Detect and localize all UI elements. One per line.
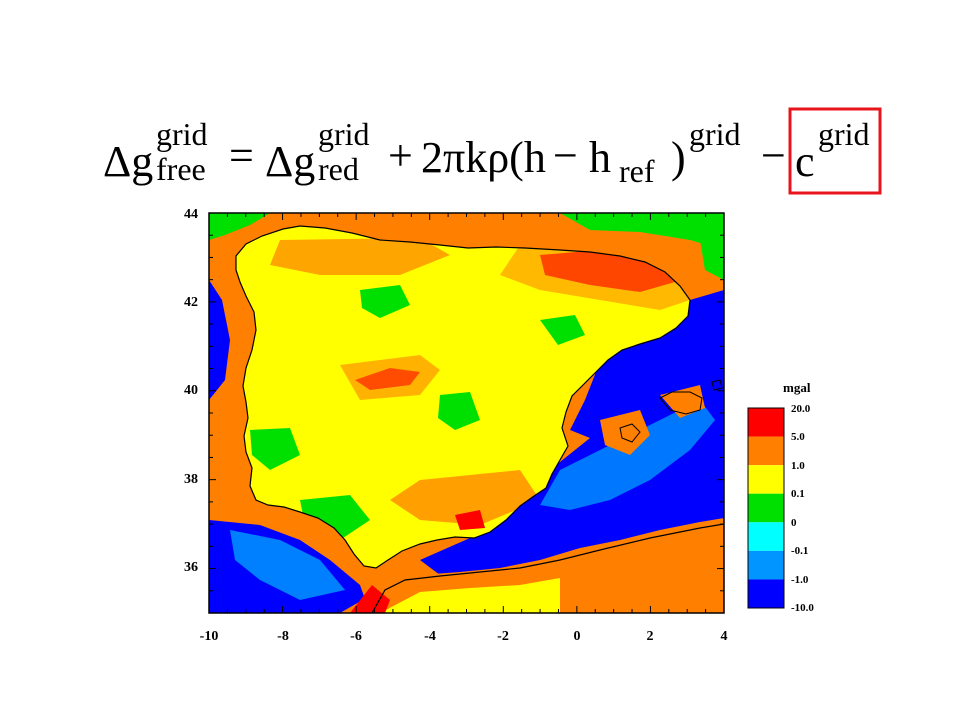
legend-label: 20.0 xyxy=(791,403,811,415)
x-tick-label: -6 xyxy=(350,629,362,644)
gravity-anomaly-map xyxy=(209,213,724,613)
ibiza-coastline xyxy=(619,423,641,443)
y-axis: 44 42 40 38 36 xyxy=(184,207,198,575)
axis-ticks xyxy=(208,212,725,614)
legend-swatches xyxy=(748,408,784,608)
alentejo-green xyxy=(250,428,300,470)
sierra-nevada-red xyxy=(455,510,485,530)
formula-rhs1-superscript: grid xyxy=(318,116,370,152)
africa-coastline xyxy=(371,523,724,613)
mallorca-orange xyxy=(660,385,705,418)
legend-swatch xyxy=(748,465,784,494)
formula-lhs-subscript: free xyxy=(156,151,206,187)
y-tick-label: 40 xyxy=(184,383,198,398)
gulf-lion-green xyxy=(700,230,724,280)
north-africa-yellow xyxy=(380,578,560,613)
y-tick-label: 36 xyxy=(184,560,198,575)
legend-label: -0.1 xyxy=(791,545,808,557)
formula-h-ref-subscript: ref xyxy=(619,153,655,189)
north-africa-red xyxy=(350,585,390,613)
x-tick-label: 2 xyxy=(647,629,654,644)
biscay-green xyxy=(209,213,270,240)
legend-frame xyxy=(747,407,785,609)
menorca-coastline xyxy=(711,379,723,391)
legend-swatch xyxy=(748,550,784,580)
x-tick-label: 4 xyxy=(721,629,728,644)
central-system-orange xyxy=(340,355,440,400)
atlantic-blue-west xyxy=(209,280,230,400)
legend-label: -1.0 xyxy=(791,574,809,586)
x-tick-label: -8 xyxy=(277,629,289,644)
legend-swatch xyxy=(748,522,784,551)
highlight-box xyxy=(788,107,882,195)
legend-label: 0 xyxy=(791,517,797,529)
legend-swatch xyxy=(748,408,784,437)
formula: Δg grid free = Δg grid red + 2πkρ(h − h … xyxy=(103,107,882,195)
formula-lhs-symbol: Δg xyxy=(103,137,153,186)
legend: mgal 20.0 5.0 1.0 0.1 0 -0.1 -1.0 -10.0 xyxy=(747,380,814,614)
x-tick-label: 0 xyxy=(574,629,581,644)
legend-swatch xyxy=(748,493,784,523)
legend-label: 5.0 xyxy=(791,431,805,443)
x-tick-label: -4 xyxy=(424,629,436,644)
formula-rhs1-subscript: red xyxy=(318,151,359,187)
legend-label: 1.0 xyxy=(791,460,805,472)
iberia-coastline xyxy=(235,225,691,569)
ibiza-orange xyxy=(600,410,650,455)
cantabrian-orange xyxy=(270,238,450,275)
legend-label: -10.0 xyxy=(791,602,814,614)
mallorca-coastline xyxy=(659,391,703,415)
formula-term2-superscript: grid xyxy=(689,116,741,152)
formula-equals: = xyxy=(229,131,254,180)
x-tick-label: -10 xyxy=(200,629,219,644)
formula-rhs1-symbol: Δg xyxy=(265,137,315,186)
formula-lhs-superscript: grid xyxy=(156,116,208,152)
legend-swatch xyxy=(748,579,784,608)
formula-minus2: − xyxy=(761,131,786,180)
x-tick-label: -2 xyxy=(497,629,509,644)
ebro-green xyxy=(540,315,585,345)
gulf-cadiz-lightblue xyxy=(230,530,345,600)
formula-h-ref: h xyxy=(589,133,611,182)
tajo-green xyxy=(438,392,480,430)
formula-c-superscript: grid xyxy=(818,116,870,152)
y-tick-label: 42 xyxy=(184,295,198,310)
sea-lightblue-area xyxy=(540,400,715,510)
formula-c-symbol: c xyxy=(795,137,815,186)
x-axis: -10 -8 -6 -4 -2 0 2 4 xyxy=(200,629,728,644)
formula-term2: 2πkρ(h xyxy=(421,133,546,182)
betic-orange xyxy=(390,470,540,525)
legend-title: mgal xyxy=(783,380,811,395)
duero-green xyxy=(360,285,410,318)
legend-label: 0.1 xyxy=(791,488,805,500)
formula-close-paren: ) xyxy=(671,133,686,182)
y-tick-label: 44 xyxy=(184,207,198,222)
legend-swatch xyxy=(748,436,784,466)
biscay-green-east xyxy=(560,213,724,250)
formula-plus: + xyxy=(388,131,413,180)
y-tick-label: 38 xyxy=(184,472,198,487)
formula-minus1: − xyxy=(553,131,578,180)
